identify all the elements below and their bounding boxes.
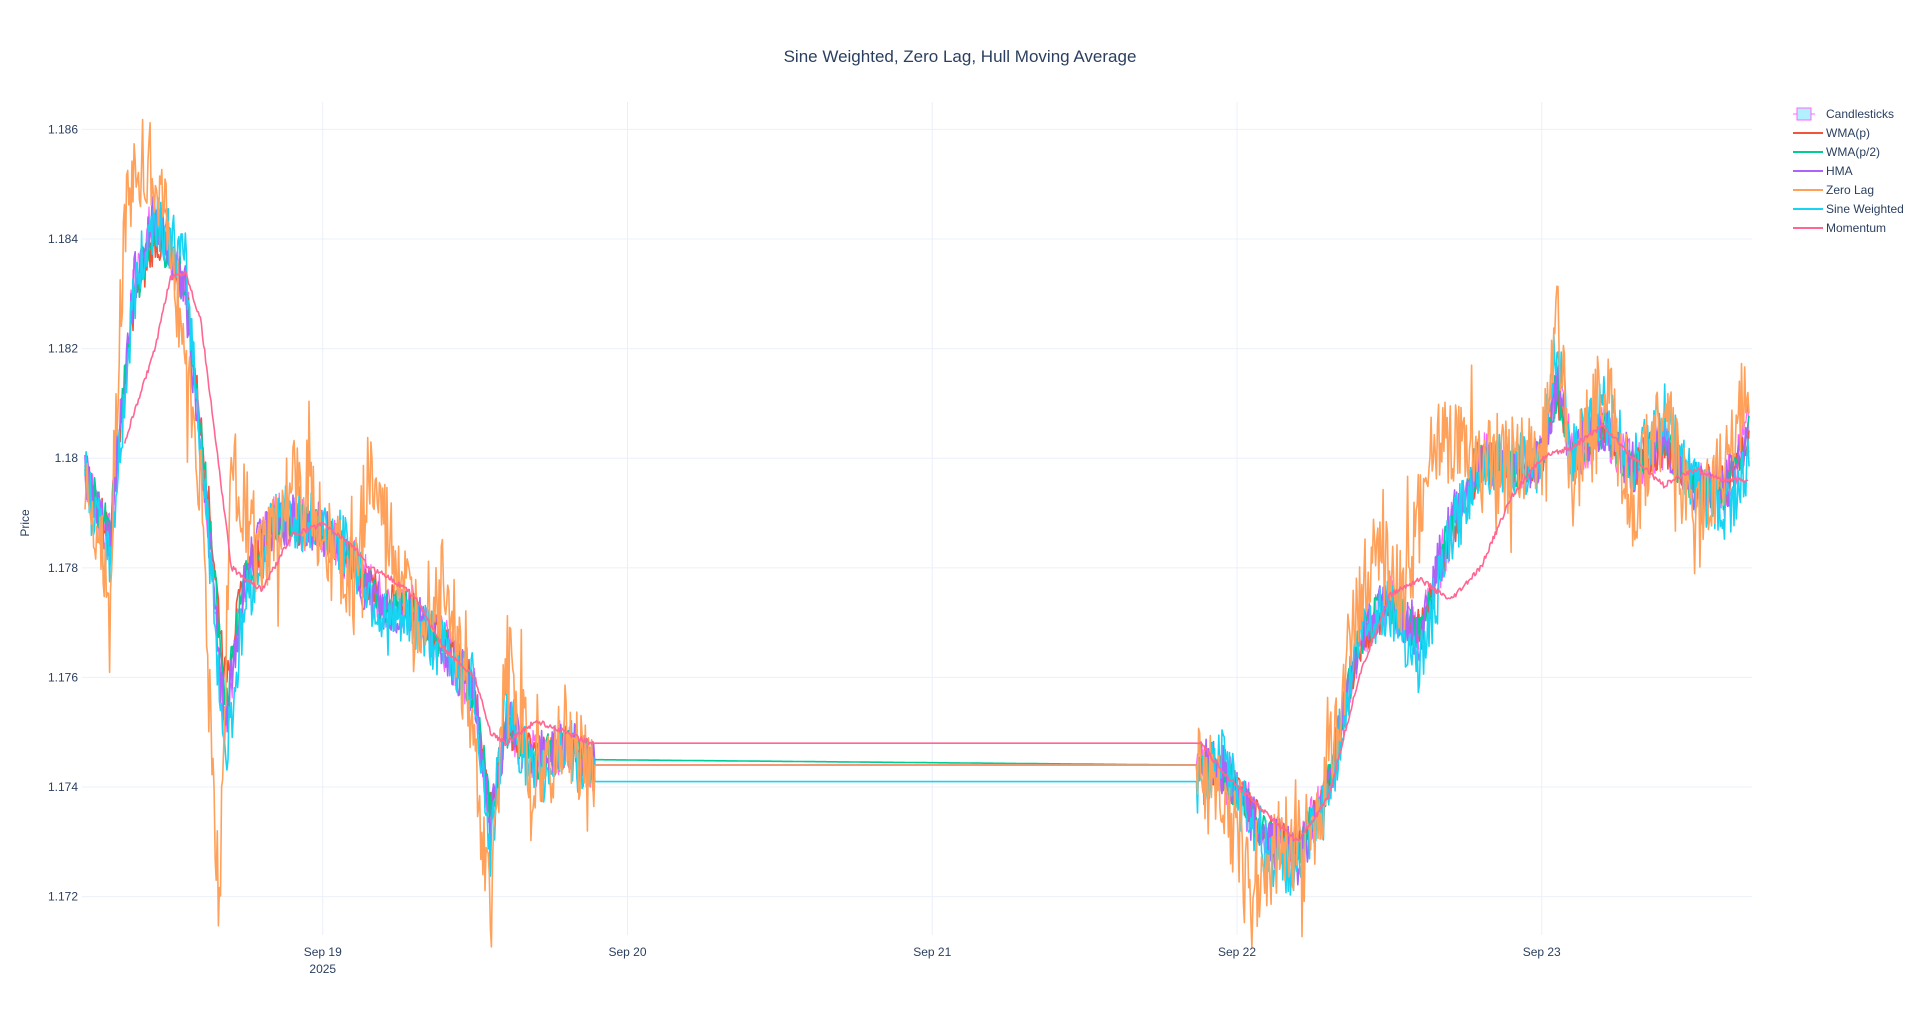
- legend-label: Candlesticks: [1826, 107, 1894, 121]
- chart-title: Sine Weighted, Zero Lag, Hull Moving Ave…: [784, 47, 1137, 66]
- y-tick-label: 1.184: [48, 232, 78, 246]
- y-tick-label: 1.178: [48, 561, 78, 575]
- legend-label: HMA: [1826, 164, 1853, 178]
- x-tick-label: Sep 22: [1218, 945, 1256, 959]
- legend-item-sine-weighted[interactable]: Sine Weighted: [1793, 202, 1904, 216]
- legend-label: Sine Weighted: [1826, 202, 1904, 216]
- y-tick-label: 1.174: [48, 780, 78, 794]
- series-line-momentum[interactable]: [123, 270, 1749, 842]
- series-line-zero-lag[interactable]: [84, 118, 1750, 949]
- legend-item-wma-p-2-[interactable]: WMA(p/2): [1793, 145, 1880, 159]
- legend[interactable]: Candlesticks WMA(p) WMA(p/2) HMA Zero Lag Sin…: [1793, 107, 1904, 235]
- x-axis-ticks: Sep 19 2025 Sep 20 Sep 21 Sep 22 Sep 23: [304, 945, 1561, 976]
- x-tick-label: Sep 23: [1523, 945, 1561, 959]
- legend-item-zero-lag[interactable]: Zero Lag: [1793, 183, 1874, 197]
- grid-lines: [82, 102, 1752, 935]
- legend-item-momentum[interactable]: Momentum: [1793, 221, 1886, 235]
- y-tick-label: 1.18: [55, 451, 79, 465]
- y-axis-label: Price: [18, 509, 32, 537]
- legend-item-hma[interactable]: HMA: [1793, 164, 1853, 178]
- x-tick-label: Sep 21: [913, 945, 951, 959]
- legend-label: Zero Lag: [1826, 183, 1874, 197]
- y-tick-label: 1.182: [48, 342, 78, 356]
- legend-item-wma-p-[interactable]: WMA(p): [1793, 126, 1870, 140]
- legend-item-candlesticks[interactable]: Candlesticks: [1793, 107, 1894, 121]
- y-tick-label: 1.172: [48, 890, 78, 904]
- legend-candle-swatch: [1796, 107, 1812, 121]
- x-tick-sublabel: 2025: [309, 962, 336, 976]
- legend-label: Momentum: [1826, 221, 1886, 235]
- y-axis-ticks: 1.172 1.174 1.176 1.178 1.18 1.182 1.184 1.186: [48, 122, 78, 903]
- series-layer: [84, 118, 1750, 949]
- y-tick-label: 1.176: [48, 670, 78, 684]
- y-tick-label: 1.186: [48, 122, 78, 136]
- x-tick-label: Sep 20: [608, 945, 646, 959]
- legend-label: WMA(p): [1826, 126, 1870, 140]
- x-tick-label: Sep 19: [304, 945, 342, 959]
- legend-label: WMA(p/2): [1826, 145, 1880, 159]
